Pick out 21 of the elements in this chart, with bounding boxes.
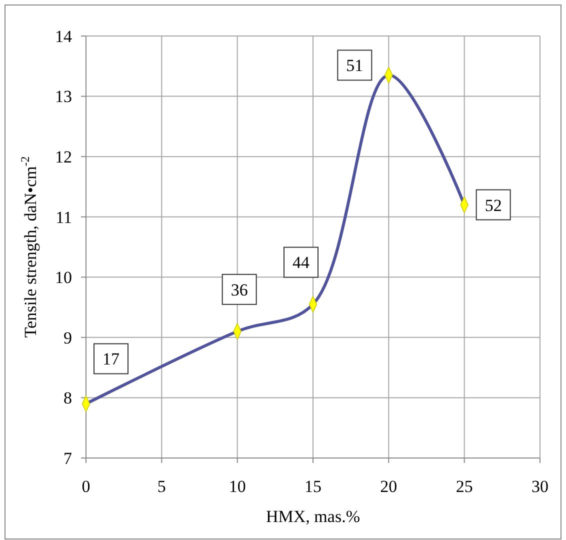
annotation: 51	[346, 56, 364, 76]
x-tick-label: 30	[532, 477, 548, 496]
y-tick-label: 9	[64, 328, 72, 348]
x-axis-title: HMX, mas.%	[266, 507, 360, 526]
x-tick-label: 10	[228, 477, 246, 496]
x-tick-label: 0	[82, 477, 90, 496]
y-tick-label: 7	[64, 448, 72, 468]
y-tick-label: 13	[55, 87, 72, 106]
x-tick-label: 20	[380, 477, 398, 496]
y-tick-label: 10	[55, 268, 72, 288]
x-tick-label: 25	[456, 477, 473, 496]
annotation: 36	[230, 280, 248, 300]
x-tick-label: 15	[304, 477, 322, 496]
y-tick-label: 8	[64, 388, 72, 408]
y-tick-label: 12	[55, 148, 72, 167]
annotation: 44	[292, 253, 310, 272]
annotation: 17	[102, 350, 120, 369]
y-tick-label: 11	[56, 208, 72, 227]
annotation: 52	[484, 196, 502, 215]
x-tick-label: 5	[157, 477, 166, 496]
y-tick-label: 14	[55, 26, 72, 46]
